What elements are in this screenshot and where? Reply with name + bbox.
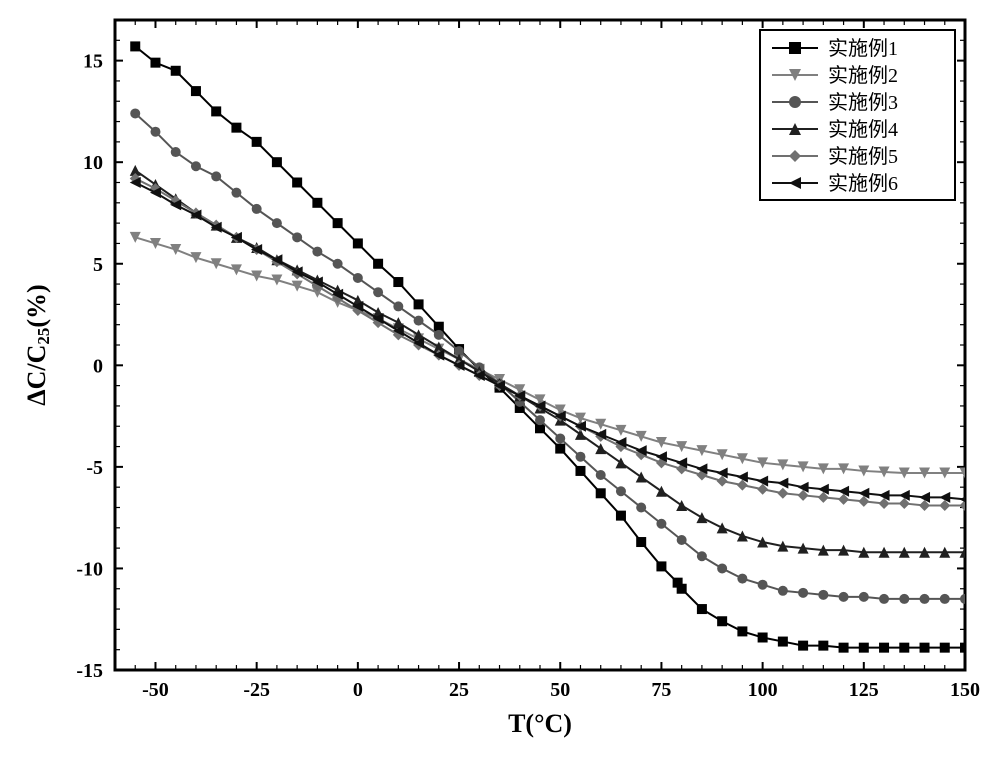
svg-text:实施例5: 实施例5 [828, 145, 898, 168]
svg-text:实施例6: 实施例6 [828, 172, 898, 195]
svg-text:5: 5 [93, 254, 103, 276]
capacitance-temp-chart: -50-250255075100125150T(°C)-15-10-505101… [0, 0, 1000, 766]
svg-text:0: 0 [353, 679, 363, 701]
svg-text:125: 125 [849, 679, 879, 701]
svg-text:实施例2: 实施例2 [828, 64, 898, 87]
svg-text:150: 150 [950, 679, 980, 701]
svg-text:15: 15 [83, 51, 103, 73]
svg-text:50: 50 [550, 679, 570, 701]
svg-text:75: 75 [651, 679, 671, 701]
svg-text:实施例1: 实施例1 [828, 37, 898, 60]
svg-text:ΔC/C25(%): ΔC/C25(%) [22, 284, 53, 405]
svg-text:25: 25 [449, 679, 469, 701]
svg-text:-10: -10 [76, 558, 103, 580]
svg-text:-25: -25 [243, 679, 270, 701]
svg-text:-5: -5 [86, 457, 103, 479]
svg-text:-50: -50 [142, 679, 169, 701]
svg-text:T(°C): T(°C) [508, 709, 572, 738]
chart-legend: 实施例1 实施例2 实施例3 实施例4 实施例5 实施例6 [760, 30, 955, 200]
svg-text:0: 0 [93, 355, 103, 377]
svg-text:-15: -15 [76, 660, 103, 682]
svg-text:实施例4: 实施例4 [828, 118, 898, 141]
svg-text:实施例3: 实施例3 [828, 91, 898, 114]
svg-text:100: 100 [748, 679, 778, 701]
svg-text:10: 10 [83, 152, 103, 174]
